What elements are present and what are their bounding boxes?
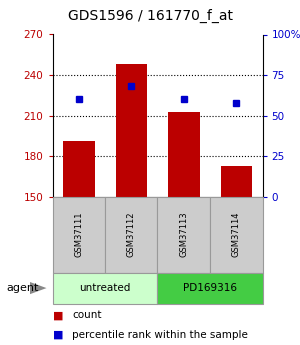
Text: ■: ■ [52,310,63,320]
Bar [63,141,94,197]
Text: PD169316: PD169316 [183,283,237,293]
Bar [116,64,147,197]
Text: GDS1596 / 161770_f_at: GDS1596 / 161770_f_at [68,9,232,23]
Polygon shape [30,282,46,294]
Text: GSM37111: GSM37111 [74,212,83,257]
Text: GSM37114: GSM37114 [232,212,241,257]
Bar [220,166,252,197]
Text: count: count [72,310,101,320]
Text: percentile rank within the sample: percentile rank within the sample [72,330,248,339]
Text: agent: agent [6,283,38,293]
Text: GSM37113: GSM37113 [179,212,188,257]
Text: GSM37112: GSM37112 [127,212,136,257]
Text: ■: ■ [52,330,63,339]
Text: untreated: untreated [79,283,131,293]
Bar [168,111,200,197]
